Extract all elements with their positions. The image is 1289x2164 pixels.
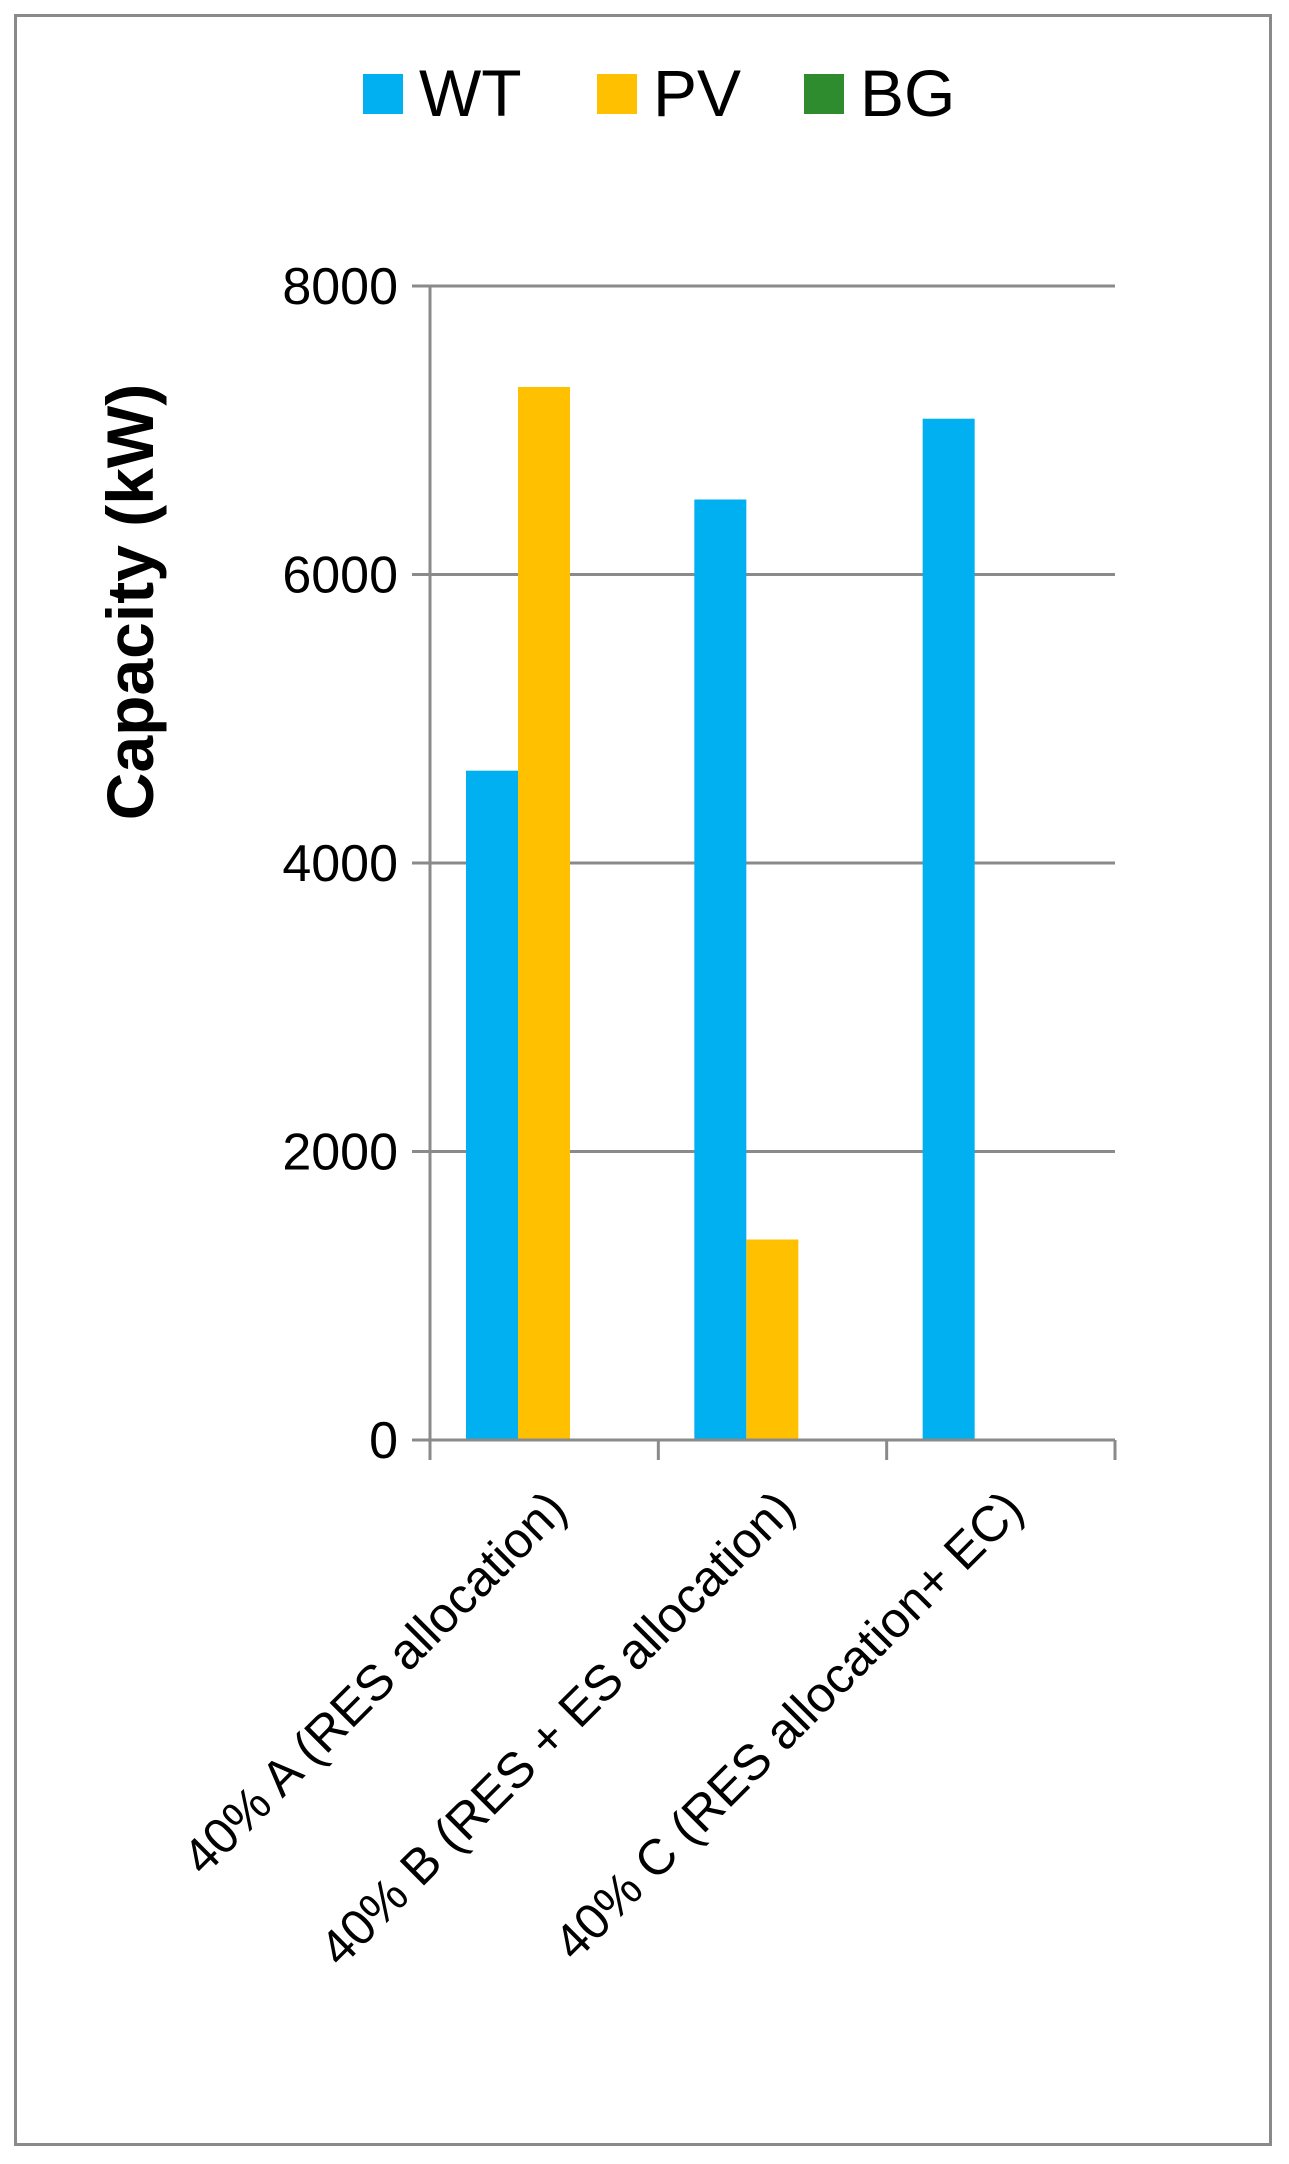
legend-label-bg: BG (860, 56, 955, 130)
legend-label-wt: WT (419, 56, 522, 130)
bars (466, 386, 975, 1441)
y-tick-label-6000: 6000 (282, 547, 398, 605)
legend-label-pv: PV (653, 56, 741, 130)
legend-swatch-bg (804, 74, 844, 114)
y-tick-labels: 0 2000 4000 6000 8000 (282, 258, 398, 1470)
y-axis-title: Capacity (kW) (93, 384, 167, 820)
legend: WT PV BG (363, 56, 955, 130)
chart-frame (14, 14, 1272, 2146)
legend-swatch-wt (363, 74, 403, 114)
x-category-label-2: 40% B (RES + ES allocation) (309, 1480, 805, 1976)
x-category-label-3: 40% C (RES allocation+ EC) (543, 1480, 1034, 1971)
bar-wt-1 (466, 770, 518, 1440)
bar-wt-2 (694, 499, 747, 1440)
legend-swatch-pv (597, 74, 637, 114)
y-tick-label-4000: 4000 (282, 835, 398, 893)
y-tick-label-8000: 8000 (282, 258, 398, 316)
x-category-labels: 40% A (RES allocation)40% B (RES + ES al… (172, 1480, 1034, 1976)
bar-pv-1 (518, 386, 570, 1441)
axes (412, 286, 1117, 1460)
bar-wt-3 (922, 418, 975, 1441)
bar-pv-2 (746, 1239, 799, 1440)
y-tick-label-0: 0 (369, 1412, 398, 1470)
y-tick-label-2000: 2000 (282, 1124, 398, 1182)
x-category-label-1: 40% A (RES allocation) (172, 1480, 577, 1885)
